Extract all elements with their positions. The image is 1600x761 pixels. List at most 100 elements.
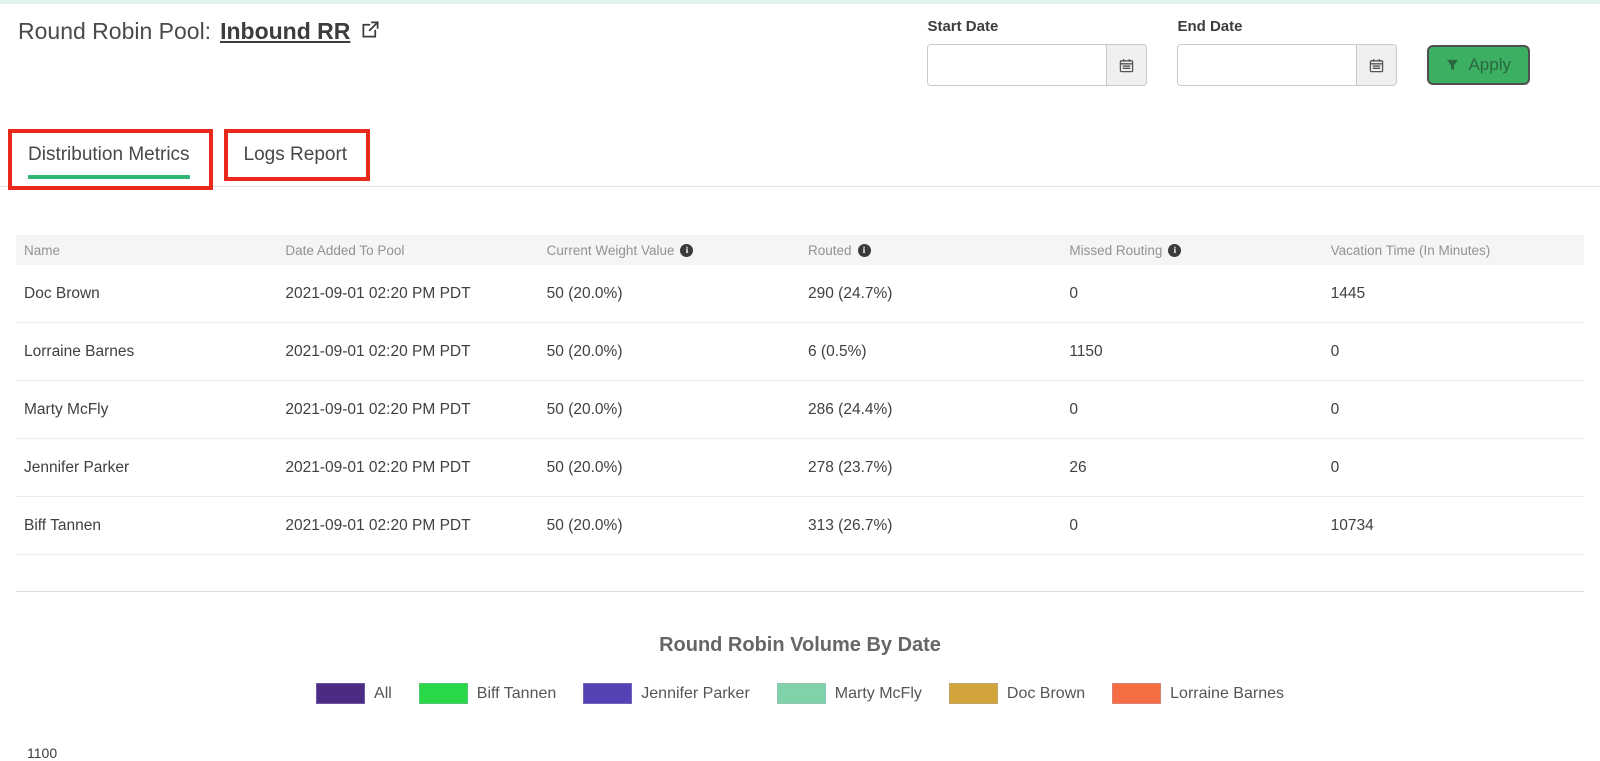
cell-current-weight-value: 50 (20.0%) <box>546 458 623 476</box>
chart-legend: All Biff Tannen Jennifer Parker Marty Mc… <box>0 683 1600 704</box>
distribution-metrics-table: Name Date Added To Pool Current Weight Val… <box>16 235 1584 555</box>
info-icon[interactable]: i <box>857 243 871 257</box>
cell-missed-routing: 26 <box>1069 458 1087 476</box>
cell-date-added-to-pool: 2021-09-01 02:20 PM PDT <box>285 342 471 360</box>
page-title: Round Robin Pool: Inbound RR <box>18 18 380 45</box>
column-header-label: Name <box>24 242 61 258</box>
table-body: Doc Brown 2021-09-01 02:20 PM PDT 50 (20.0… <box>16 265 1584 555</box>
info-icon[interactable]: i <box>680 243 694 257</box>
cell-vacation-time-in-minutes: 1445 <box>1330 284 1366 302</box>
column-header-vacation-time-in-minutes: Vacation Time (In Minutes) <box>1323 243 1584 258</box>
cell-vacation-time-in-minutes: 10734 <box>1330 516 1374 534</box>
legend-swatch <box>418 683 468 704</box>
legend-swatch <box>583 683 633 704</box>
cell-routed: 6 (0.5%) <box>808 342 867 360</box>
cell-routed: 290 (24.7%) <box>808 284 893 302</box>
start-date-calendar-button[interactable] <box>1106 45 1147 85</box>
column-header-routed: Routed i <box>800 243 1061 258</box>
column-header-label: Routed <box>808 242 852 258</box>
cell-current-weight-value: 50 (20.0%) <box>546 342 623 360</box>
legend-swatch <box>948 683 998 704</box>
cell-name: Jennifer Parker <box>24 458 130 476</box>
cell-missed-routing: 0 <box>1069 516 1078 534</box>
cell-current-weight-value: 50 (20.0%) <box>546 284 623 302</box>
table-row: Jennifer Parker 2021-09-01 02:20 PM PDT 50… <box>16 439 1584 497</box>
table-row: Lorraine Barnes 2021-09-01 02:20 PM PDT 50… <box>16 323 1584 381</box>
legend-item-marty-mcfly[interactable]: Marty McFly <box>776 683 922 704</box>
cell-date-added-to-pool: 2021-09-01 02:20 PM PDT <box>285 284 471 302</box>
legend-swatch <box>776 683 826 704</box>
end-date-field: End Date <box>1177 18 1398 86</box>
cell-name: Lorraine Barnes <box>24 342 135 360</box>
cell-routed: 286 (24.4%) <box>808 400 893 418</box>
legend-label: Lorraine Barnes <box>1170 684 1284 702</box>
column-header-current-weight-value: Current Weight Value i <box>539 243 800 258</box>
legend-label: Biff Tannen <box>476 684 557 702</box>
column-header-label: Date Added To Pool <box>285 242 405 258</box>
column-header-label: Vacation Time (In Minutes) <box>1330 242 1491 258</box>
pool-name-link[interactable]: Inbound RR <box>220 18 351 44</box>
cell-missed-routing: 1150 <box>1069 342 1103 360</box>
cell-vacation-time-in-minutes: 0 <box>1330 458 1340 476</box>
external-link-icon[interactable] <box>361 18 380 38</box>
legend-item-lorraine-barnes[interactable]: Lorraine Barnes <box>1112 683 1284 704</box>
column-header-missed-routing: Missed Routing i <box>1061 243 1322 258</box>
column-header-label: Missed Routing <box>1069 242 1163 258</box>
cell-missed-routing: 0 <box>1069 284 1078 302</box>
legend-swatch <box>316 683 366 704</box>
table-header-row: Name Date Added To Pool Current Weight Val… <box>16 235 1584 265</box>
cell-missed-routing: 0 <box>1069 400 1078 418</box>
cell-date-added-to-pool: 2021-09-01 02:20 PM PDT <box>285 458 471 476</box>
tab-distribution-metrics[interactable]: Distribution Metrics <box>8 129 213 190</box>
legend-label: Marty McFly <box>834 684 922 702</box>
legend-label: Jennifer Parker <box>641 684 750 702</box>
start-date-label: Start Date <box>927 18 999 35</box>
cell-name: Biff Tannen <box>24 516 101 534</box>
end-date-input[interactable] <box>1178 45 1357 85</box>
cell-vacation-time-in-minutes: 0 <box>1330 400 1340 418</box>
tab-label: Distribution Metrics <box>28 144 190 165</box>
table-row: Biff Tannen 2021-09-01 02:20 PM PDT 50 (20… <box>16 497 1584 555</box>
calendar-icon <box>1370 58 1384 72</box>
page-title-prefix: Round Robin Pool: <box>18 18 212 44</box>
tab-bar: Distribution Metrics Logs Report <box>0 129 1600 193</box>
table-row: Doc Brown 2021-09-01 02:20 PM PDT 50 (20.0… <box>16 265 1584 323</box>
cell-name: Doc Brown <box>24 284 100 302</box>
legend-item-all[interactable]: All <box>316 683 392 704</box>
column-header-name: Name <box>16 243 277 258</box>
y-axis-tick-label: 1100 <box>27 745 58 761</box>
end-date-calendar-button[interactable] <box>1356 45 1397 85</box>
active-tab-underline <box>28 175 190 179</box>
volume-chart-section: Round Robin Volume By Date All Biff Tann… <box>0 634 1600 704</box>
legend-label: All <box>374 684 392 702</box>
cell-date-added-to-pool: 2021-09-01 02:20 PM PDT <box>285 516 471 534</box>
apply-button[interactable]: Apply <box>1427 45 1530 85</box>
date-filter-group: Start Date End Date <box>927 18 1530 86</box>
chart-title: Round Robin Volume By Date <box>659 634 941 656</box>
legend-item-biff-tannen[interactable]: Biff Tannen <box>418 683 557 704</box>
column-header-date-added-to-pool: Date Added To Pool <box>277 243 538 258</box>
section-divider <box>16 591 1584 592</box>
table-row: Marty McFly 2021-09-01 02:20 PM PDT 50 (20… <box>16 381 1584 439</box>
column-header-label: Current Weight Value <box>546 242 675 258</box>
tab-logs-report[interactable]: Logs Report <box>223 129 371 181</box>
start-date-field: Start Date <box>927 18 1148 86</box>
tab-label: Logs Report <box>243 144 348 165</box>
funnel-icon <box>1447 59 1459 71</box>
cell-date-added-to-pool: 2021-09-01 02:20 PM PDT <box>285 400 471 418</box>
top-accent-bar <box>0 0 1600 4</box>
legend-item-jennifer-parker[interactable]: Jennifer Parker <box>583 683 750 704</box>
cell-routed: 278 (23.7%) <box>808 458 893 476</box>
cell-current-weight-value: 50 (20.0%) <box>546 400 623 418</box>
cell-vacation-time-in-minutes: 0 <box>1330 342 1340 360</box>
cell-routed: 313 (26.7%) <box>808 516 893 534</box>
info-icon[interactable]: i <box>1168 243 1182 257</box>
start-date-input[interactable] <box>928 45 1107 85</box>
end-date-label: End Date <box>1177 18 1243 35</box>
legend-swatch <box>1112 683 1162 704</box>
cell-current-weight-value: 50 (20.0%) <box>546 516 623 534</box>
apply-button-label: Apply <box>1468 55 1511 74</box>
cell-name: Marty McFly <box>24 400 109 418</box>
page-header: Round Robin Pool: Inbound RR Start Date <box>0 4 1600 86</box>
legend-item-doc-brown[interactable]: Doc Brown <box>948 683 1085 704</box>
